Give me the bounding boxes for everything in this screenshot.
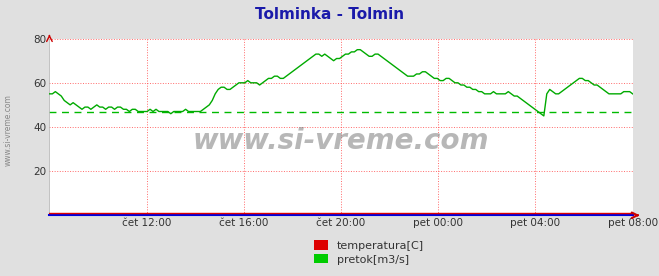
Text: www.si-vreme.com: www.si-vreme.com <box>3 94 13 166</box>
Text: www.si-vreme.com: www.si-vreme.com <box>193 127 489 155</box>
Text: Tolminka - Tolmin: Tolminka - Tolmin <box>255 7 404 22</box>
Legend: temperatura[C], pretok[m3/s]: temperatura[C], pretok[m3/s] <box>310 236 428 269</box>
